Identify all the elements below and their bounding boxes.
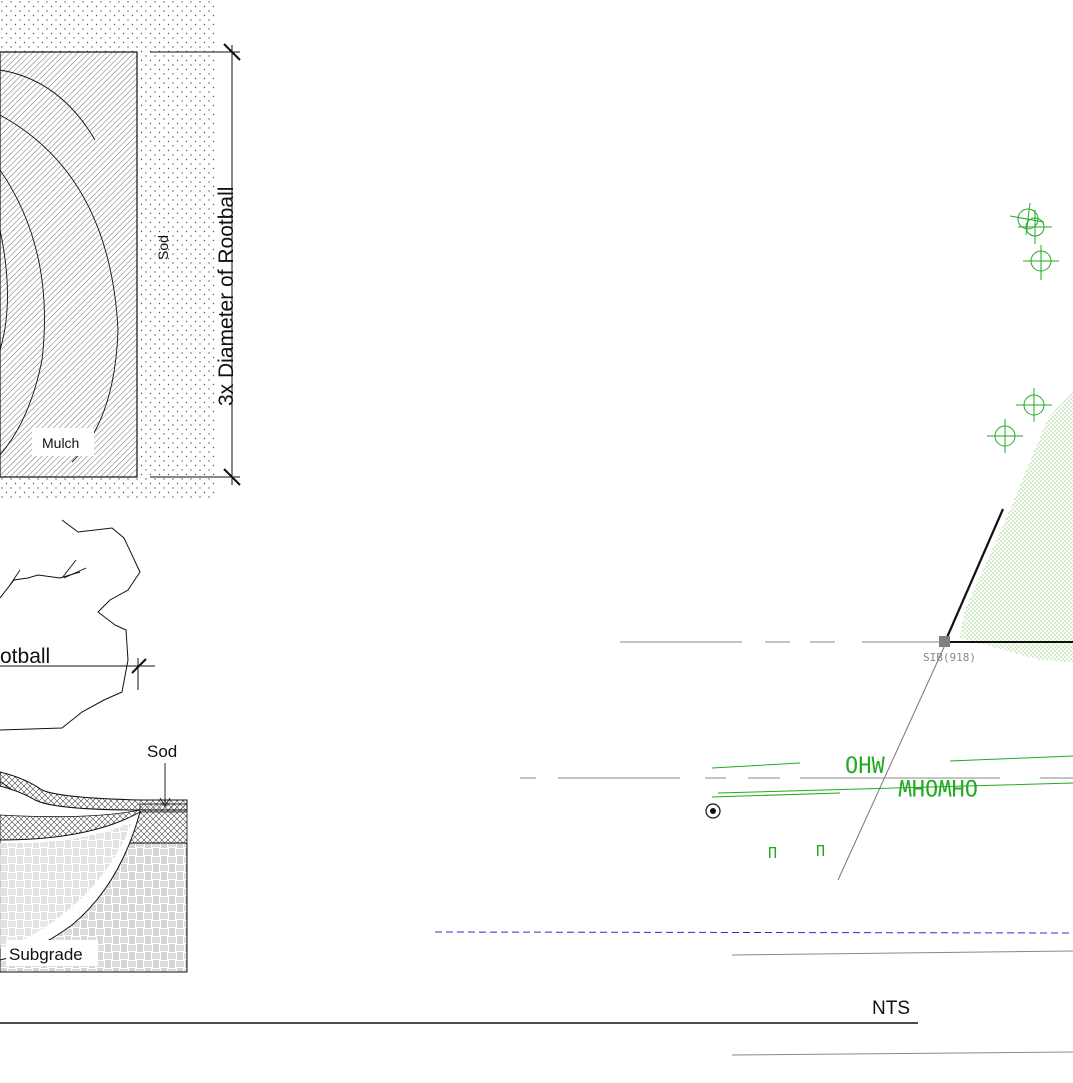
subgrade-label: Subgrade — [9, 945, 83, 964]
green-hatched-area — [960, 392, 1073, 662]
canopy-outline — [0, 519, 141, 731]
scale-label: NTS — [872, 998, 910, 1019]
elevation-view: otball — [0, 519, 155, 731]
sod-strip — [139, 803, 188, 813]
rootball-dimension-tick — [131, 658, 147, 674]
tree-symbols — [987, 202, 1059, 453]
subgrade-label-backing — [6, 940, 98, 966]
plan-view: Mulch Sod 3x Diameter of Rootball — [0, 0, 241, 500]
dimension-tick-top — [223, 43, 241, 61]
boundary-line-diagonal — [943, 508, 1005, 643]
section-view: Sod Subgrade NTS — [0, 742, 918, 1024]
twigs — [9, 559, 87, 586]
backfill-soil — [0, 822, 132, 948]
dimension-label: 3x Diameter of Rootball — [215, 187, 238, 406]
overhead-wire-label-bottom: OHWOHW — [898, 774, 978, 799]
sod-leader-arrow — [159, 797, 171, 807]
mulch-bed — [0, 51, 138, 478]
sod-label-plan: Sod — [155, 235, 171, 260]
tree-symbol-3 — [1023, 245, 1059, 280]
ring-arc-2 — [0, 114, 119, 463]
rootball-label-fragment: otball — [0, 645, 50, 668]
ring-arc-1 — [0, 69, 96, 141]
survey-monument-square — [939, 636, 950, 647]
utility-pole-center-icon — [710, 808, 716, 814]
survey-point-label: SIB(918) — [923, 651, 976, 664]
gray-line-1 — [731, 950, 1073, 956]
mulch-label-backing — [32, 428, 94, 456]
gray-line-2 — [731, 1051, 1073, 1056]
tree-symbol-5 — [987, 419, 1023, 453]
diagonal-survey-line — [837, 644, 946, 881]
mulch-label: Mulch — [42, 435, 79, 451]
survey-plan: SIB(918) OHW OHWOHW Π Π — [434, 202, 1073, 1056]
overhead-wire-lines — [711, 755, 1073, 798]
berm-edge — [0, 781, 13, 791]
overhead-wire-label-top: OHW — [845, 754, 885, 779]
dimension-tick-bottom — [223, 468, 241, 486]
tree-symbol-2 — [1018, 210, 1052, 244]
blue-dashed-boundary — [434, 931, 1073, 934]
symbol-mark-1: Π — [768, 844, 777, 862]
ring-arc-4 — [0, 229, 8, 351]
sod-label-section: Sod — [147, 742, 177, 761]
tree-symbol-4 — [1016, 388, 1052, 422]
symbol-mark-2: Π — [816, 842, 825, 860]
ring-arc-3 — [0, 169, 45, 456]
